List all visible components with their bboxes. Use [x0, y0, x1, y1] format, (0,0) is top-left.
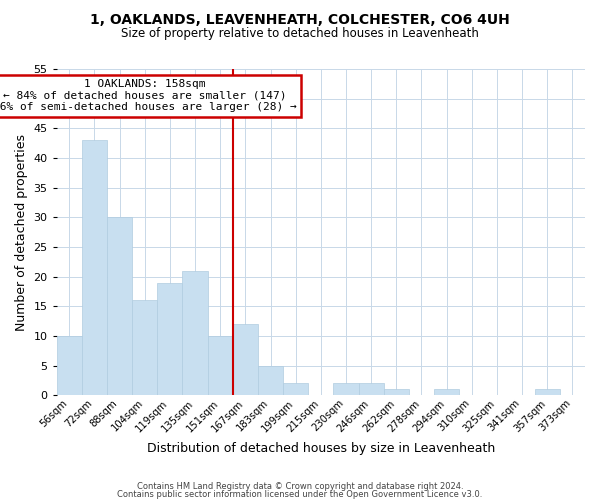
Bar — [283, 384, 308, 396]
Bar — [157, 282, 182, 396]
Bar — [57, 336, 82, 396]
Bar — [182, 270, 208, 396]
Bar — [107, 218, 132, 396]
Bar — [535, 390, 560, 396]
Bar — [233, 324, 258, 396]
Bar — [132, 300, 157, 396]
Bar — [82, 140, 107, 396]
Text: Contains public sector information licensed under the Open Government Licence v3: Contains public sector information licen… — [118, 490, 482, 499]
X-axis label: Distribution of detached houses by size in Leavenheath: Distribution of detached houses by size … — [147, 442, 495, 455]
Bar — [359, 384, 384, 396]
Y-axis label: Number of detached properties: Number of detached properties — [15, 134, 28, 330]
Text: 1 OAKLANDS: 158sqm
← 84% of detached houses are smaller (147)
16% of semi-detach: 1 OAKLANDS: 158sqm ← 84% of detached hou… — [0, 79, 296, 112]
Bar — [334, 384, 359, 396]
Text: 1, OAKLANDS, LEAVENHEATH, COLCHESTER, CO6 4UH: 1, OAKLANDS, LEAVENHEATH, COLCHESTER, CO… — [90, 12, 510, 26]
Bar — [434, 390, 459, 396]
Bar — [384, 390, 409, 396]
Bar — [208, 336, 233, 396]
Text: Contains HM Land Registry data © Crown copyright and database right 2024.: Contains HM Land Registry data © Crown c… — [137, 482, 463, 491]
Text: Size of property relative to detached houses in Leavenheath: Size of property relative to detached ho… — [121, 28, 479, 40]
Bar — [258, 366, 283, 396]
